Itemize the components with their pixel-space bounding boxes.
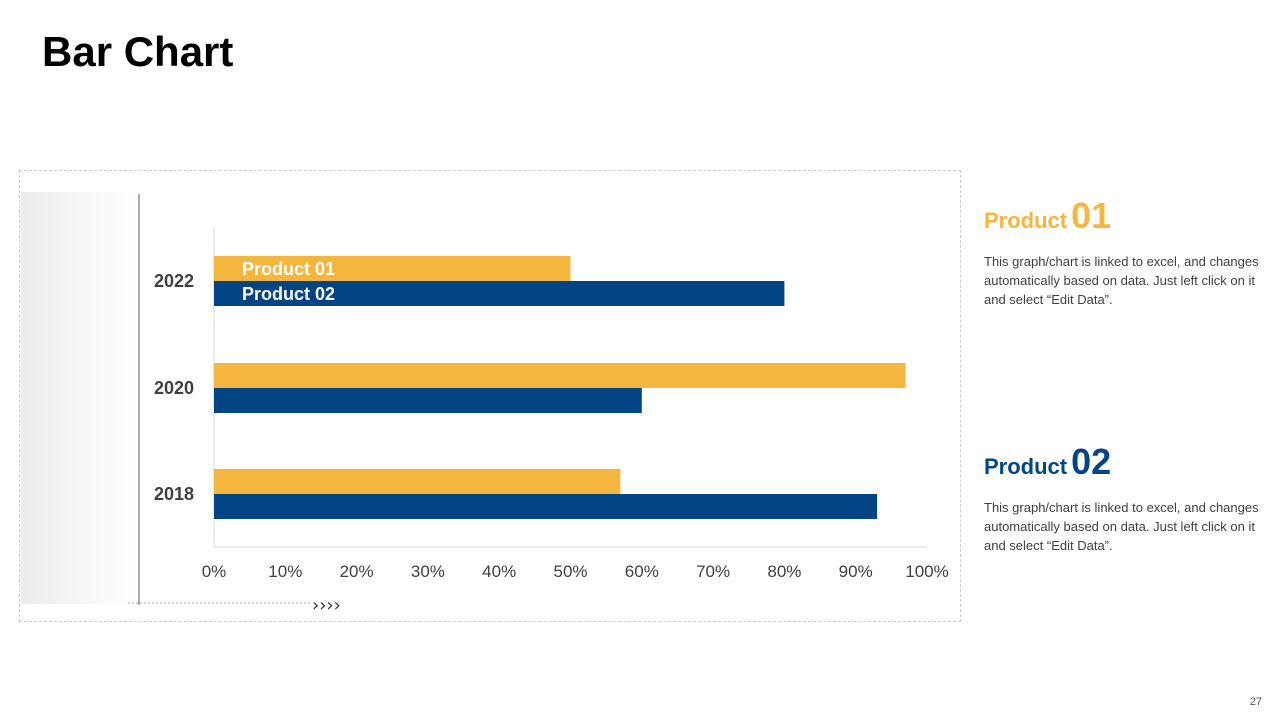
product-02-heading: Product 02 [984, 444, 1264, 480]
product-02-panel: Product 02 This graph/chart is linked to … [984, 444, 1264, 555]
product-02-number: 02 [1071, 441, 1112, 482]
product-01-panel: Product 01 This graph/chart is linked to … [984, 198, 1264, 309]
page-number: 27 [1249, 696, 1262, 708]
bar-2022-series-1 [214, 256, 571, 281]
decor-arrows: ›››› [312, 595, 341, 616]
bar-2022-series-2 [214, 281, 785, 306]
x-tick-label: 60% [625, 562, 659, 581]
x-tick-label: 90% [839, 562, 873, 581]
product-01-heading: Product 01 [984, 198, 1264, 234]
bar-2020-series-2 [214, 388, 642, 413]
product-01-description: This graph/chart is linked to excel, and… [984, 254, 1259, 307]
x-tick-label: 20% [340, 562, 374, 581]
legend-series-1: Product 01 [242, 259, 335, 279]
product-01-number: 01 [1071, 195, 1112, 236]
bar-2018-series-1 [214, 469, 621, 494]
slide-title: Bar Chart [42, 28, 234, 75]
product-02-description: This graph/chart is linked to excel, and… [984, 500, 1259, 553]
product-02-word: Product [984, 454, 1068, 479]
decor-gradient-panel [21, 192, 139, 604]
y-tick-label-2020: 2020 [154, 378, 194, 398]
x-tick-label: 40% [482, 562, 516, 581]
x-tick-label: 80% [767, 562, 801, 581]
bar-2018-series-2 [214, 494, 878, 519]
product-01-word: Product [984, 208, 1068, 233]
x-tick-label: 70% [696, 562, 730, 581]
x-tick-label: 50% [553, 562, 587, 581]
legend-series-2: Product 02 [242, 284, 335, 304]
x-tick-label: 10% [268, 562, 302, 581]
bar-chart: ›››› 2022 2020 2018 0% 10% 20% 30% 40% 50% 60% 70%… [21, 192, 949, 616]
x-tick-label: 30% [411, 562, 445, 581]
x-tick-label: 0% [202, 562, 227, 581]
x-tick-label: 100% [905, 562, 948, 581]
bar-2020-series-1 [214, 363, 906, 388]
y-tick-label-2018: 2018 [154, 484, 194, 504]
chart-frame: ›››› 2022 2020 2018 0% 10% 20% 30% 40% 50% 60% 70%… [19, 170, 961, 622]
y-tick-label-2022: 2022 [154, 271, 194, 291]
